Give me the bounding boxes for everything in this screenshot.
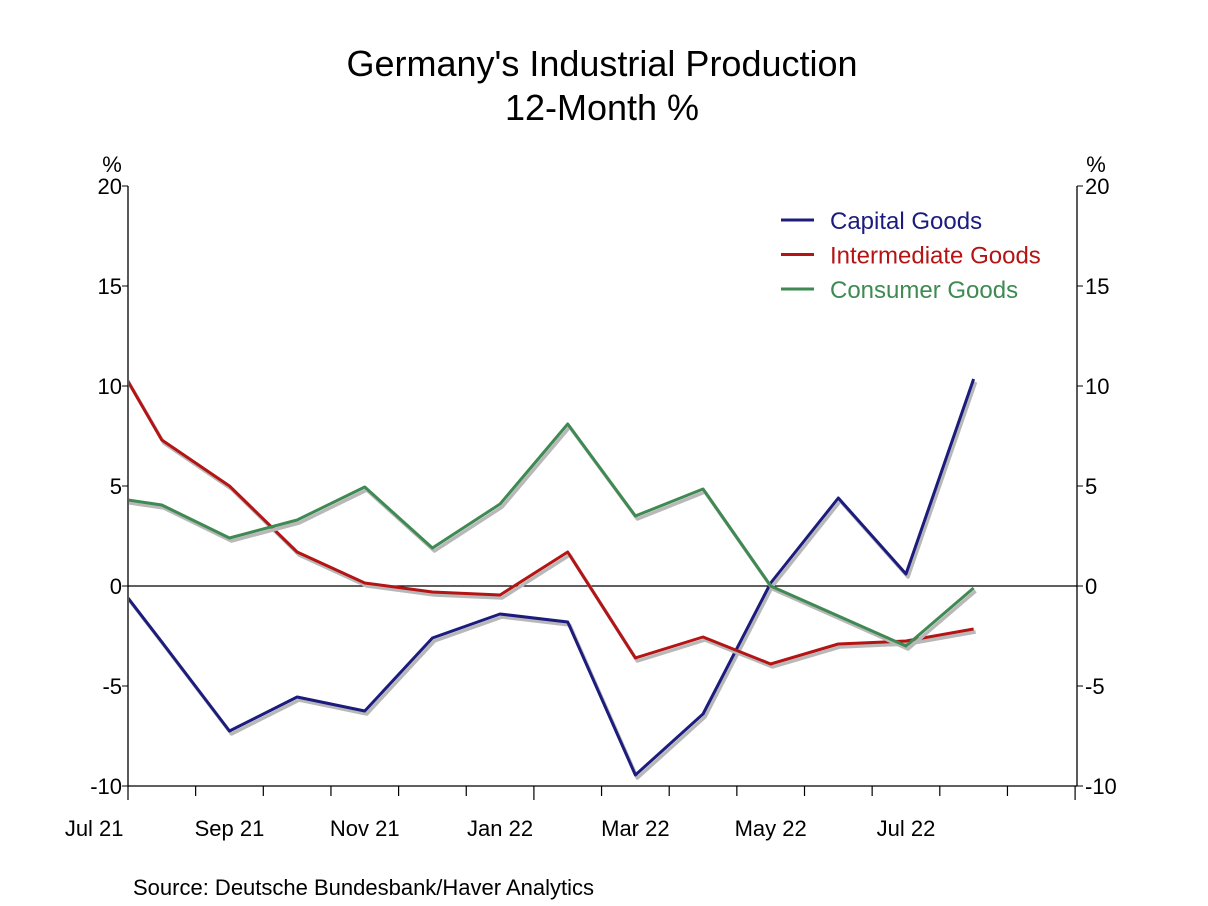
x-tick-label: Jul 21 bbox=[65, 816, 124, 841]
left-axis-unit: % bbox=[102, 152, 122, 177]
legend-label: Consumer Goods bbox=[830, 277, 1018, 304]
legend-label: Intermediate Goods bbox=[830, 243, 1041, 270]
y-tick-label-left: 20 bbox=[98, 174, 122, 199]
y-tick-label-left: 15 bbox=[98, 274, 122, 299]
x-tick-label: Nov 21 bbox=[330, 816, 400, 841]
y-tick-label-left: 0 bbox=[110, 574, 122, 599]
series-line-consumer-goods bbox=[129, 422, 975, 648]
x-tick-label: Sep 21 bbox=[195, 816, 265, 841]
y-tick-label-left: -10 bbox=[90, 774, 122, 799]
right-axis-unit: % bbox=[1086, 152, 1106, 177]
y-tick-label-left: 5 bbox=[110, 474, 122, 499]
x-tick-label: May 22 bbox=[735, 816, 807, 841]
y-tick-label-left: -5 bbox=[102, 674, 122, 699]
legend-label: Capital Goods bbox=[830, 208, 982, 235]
y-tick-label-right: 15 bbox=[1085, 274, 1109, 299]
chart-subtitle: 12-Month % bbox=[505, 87, 699, 128]
series-line-intermediate-goods bbox=[129, 380, 974, 666]
y-tick-label-right: -10 bbox=[1085, 774, 1117, 799]
chart-title: Germany's Industrial Production bbox=[346, 43, 857, 84]
y-tick-label-right: 5 bbox=[1085, 474, 1097, 499]
source-note: Source: Deutsche Bundesbank/Haver Analyt… bbox=[133, 875, 594, 900]
series-line-capital-goods bbox=[129, 378, 976, 777]
y-tick-label-right: -5 bbox=[1085, 674, 1105, 699]
x-tick-label: Jul 22 bbox=[877, 816, 936, 841]
y-tick-label-right: 10 bbox=[1085, 374, 1109, 399]
x-tick-label: Jan 22 bbox=[467, 816, 533, 841]
series-shadow bbox=[129, 425, 977, 651]
y-tick-label-right: 0 bbox=[1085, 574, 1097, 599]
series-shadow bbox=[129, 381, 978, 780]
y-tick-label-right: 20 bbox=[1085, 174, 1109, 199]
x-tick-label: Mar 22 bbox=[601, 816, 669, 841]
y-tick-label-left: 10 bbox=[98, 374, 122, 399]
